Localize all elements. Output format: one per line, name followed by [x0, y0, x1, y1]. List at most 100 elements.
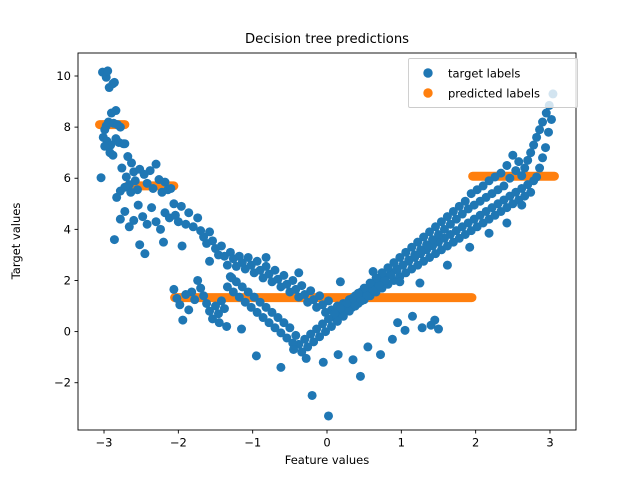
data-point	[348, 355, 358, 365]
data-point	[252, 307, 262, 317]
data-point	[392, 265, 402, 275]
data-point	[222, 321, 232, 331]
data-point	[465, 242, 475, 252]
data-point	[276, 362, 286, 372]
data-point	[303, 342, 313, 352]
data-point	[338, 311, 348, 321]
data-point	[356, 296, 366, 306]
legend-label-target-labels: target labels	[448, 67, 520, 81]
x-axis-title: Feature values	[285, 453, 370, 467]
data-point	[219, 304, 229, 314]
data-point	[285, 323, 295, 333]
data-point	[289, 344, 299, 354]
data-point	[297, 347, 307, 357]
data-point	[387, 334, 397, 344]
data-point	[368, 267, 378, 277]
data-point	[386, 270, 396, 280]
data-point	[227, 273, 237, 283]
y-tick-label: 6	[64, 171, 71, 185]
data-point	[135, 240, 145, 250]
data-point	[541, 108, 551, 118]
data-point	[301, 353, 311, 363]
data-point	[193, 275, 203, 285]
x-tick-label: 2	[472, 436, 479, 450]
data-point	[205, 306, 215, 316]
data-point	[502, 160, 512, 170]
data-point	[246, 302, 256, 312]
data-point	[294, 268, 304, 278]
legend-background	[408, 58, 578, 108]
data-point	[96, 173, 106, 183]
data-point	[240, 297, 250, 307]
data-point	[407, 311, 417, 321]
data-point	[312, 324, 322, 334]
data-point	[145, 166, 155, 176]
data-point	[184, 305, 194, 315]
data-point	[279, 270, 289, 280]
data-point	[445, 219, 455, 229]
data-point	[395, 252, 405, 262]
data-point	[422, 240, 432, 250]
data-point	[362, 291, 372, 301]
data-point	[541, 143, 551, 153]
data-point	[261, 261, 271, 271]
data-point	[211, 301, 221, 311]
chart-legend[interactable]: target labels predicted labels	[408, 58, 578, 108]
data-point	[120, 206, 130, 216]
y-tick-label: 10	[56, 69, 71, 83]
data-point	[151, 159, 161, 169]
data-point	[291, 330, 301, 340]
data-point	[400, 325, 410, 335]
data-point	[335, 277, 345, 287]
data-point	[419, 232, 429, 242]
data-point	[103, 66, 113, 76]
data-point	[377, 268, 387, 278]
data-point	[130, 176, 140, 186]
data-point	[158, 237, 168, 247]
data-point	[205, 256, 215, 266]
y-tick-label: 0	[64, 325, 71, 339]
data-point	[416, 245, 426, 255]
data-point	[517, 200, 527, 210]
data-point	[202, 298, 212, 308]
data-point	[353, 288, 363, 298]
x-tick-label: −1	[244, 436, 261, 450]
y-tick-label: 8	[64, 120, 71, 134]
data-point	[526, 187, 536, 197]
data-point	[112, 192, 122, 202]
data-point	[517, 171, 527, 181]
data-point	[306, 329, 316, 339]
data-point	[326, 321, 336, 331]
data-point	[148, 183, 158, 193]
data-point	[460, 196, 470, 206]
legend-entry-target-labels[interactable]: target labels	[423, 67, 520, 81]
x-tick-label: −2	[170, 436, 187, 450]
data-point	[258, 313, 268, 323]
data-point	[273, 313, 283, 323]
data-point	[176, 201, 186, 211]
x-tick-label: −3	[96, 436, 113, 450]
y-tick-label: 4	[64, 222, 71, 236]
data-point	[457, 209, 467, 219]
legend-label-predicted-labels: predicted labels	[448, 87, 540, 101]
legend-entry-predicted-labels[interactable]: predicted labels	[423, 87, 540, 101]
data-point	[410, 250, 420, 260]
data-point	[251, 351, 261, 361]
data-point	[363, 342, 373, 352]
data-point	[502, 218, 512, 228]
data-point	[442, 260, 452, 270]
data-point	[115, 122, 125, 132]
data-point	[417, 323, 427, 333]
data-point	[208, 314, 218, 324]
data-point	[199, 291, 209, 301]
data-point	[333, 350, 343, 360]
data-point	[216, 241, 226, 251]
y-tick-label: −2	[54, 376, 71, 390]
data-point	[297, 281, 307, 291]
data-point	[365, 278, 375, 288]
data-point	[413, 237, 423, 247]
data-point	[546, 114, 556, 124]
data-point	[184, 208, 194, 218]
